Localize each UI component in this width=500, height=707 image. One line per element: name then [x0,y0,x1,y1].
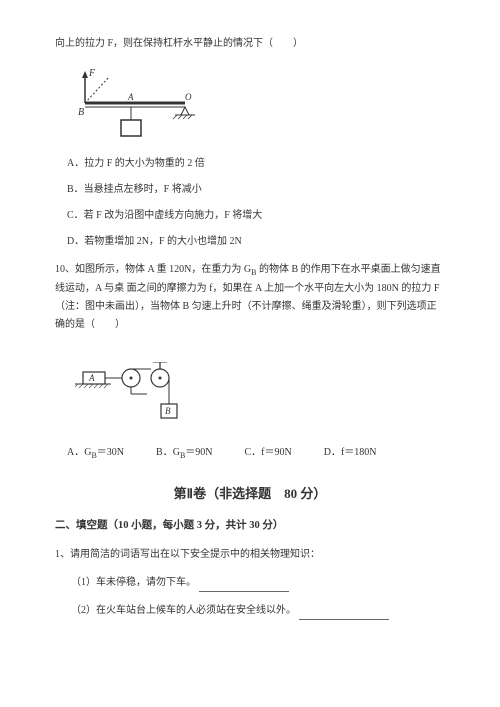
fill-q1-b: （2）在火车站台上候车的人必须站在安全线以外。 [71,602,445,620]
fill-q1-a-blank[interactable] [199,580,289,592]
fill-q1-a: （1）车未停稳，请勿下车。 [71,574,445,592]
fill-q1-a-text: （1）车未停稳，请勿下车。 [71,577,196,588]
q9-stem: 向上的拉力 F，则在保持杠杆水平静止的情况下（ ） [55,35,445,53]
part2-title: 第Ⅱ卷（非选择题 80 分） [55,482,445,505]
q9-option-a[interactable]: A．拉力 F 的大小为物重的 2 倍 [67,155,445,173]
svg-text:B: B [165,406,171,416]
q10-a-post: ＝30N [97,447,124,458]
fill-q1-stem: 1、请用简洁的词语写出在以下安全提示中的相关物理知识： [55,546,445,564]
lever-diagram-svg: F B A O [75,65,205,143]
q10-option-b[interactable]: B．GB＝90N [156,444,212,463]
q9-figure: F B A O [75,65,445,143]
svg-text:B: B [78,107,84,118]
svg-text:F: F [88,68,96,79]
svg-text:A: A [88,373,95,383]
fill-q1-b-text: （2）在火车站台上候车的人必须站在安全线以外。 [71,605,296,616]
q9-option-b[interactable]: B．当悬挂点左移时，F 将减小 [67,181,445,199]
q10-line1a: 10、如图所示，物体 A 重 120N，在重力为 G [55,264,251,275]
q10-b-post: ＝90N [185,447,212,458]
q9-option-c[interactable]: C．若 F 改为沿图中虚线方向施力，F 将增大 [67,207,445,225]
q10-figure: A B [75,362,445,432]
svg-text:A: A [127,92,134,102]
q10-stem: 10、如图所示，物体 A 重 120N，在重力为 GB 的物体 B 的作用下在水… [55,261,445,334]
q10-option-d[interactable]: D．f＝180N [324,444,377,463]
svg-text:O: O [185,92,192,102]
q10-a-pre: A．G [67,447,91,458]
fill-section-title: 二、填空题（10 小题，每小题 3 分，共计 30 分） [55,517,445,536]
q10-option-c[interactable]: C．f＝90N [245,444,292,463]
q10-option-a[interactable]: A．GB＝30N [67,444,124,463]
q10-options-row: A．GB＝30N B．GB＝90N C．f＝90N D．f＝180N [67,444,445,463]
fill-q1-b-blank[interactable] [299,608,389,620]
q10-b-pre: B．G [156,447,180,458]
q9-option-d[interactable]: D．若物重增加 2N，F 的大小也增加 2N [67,233,445,251]
pulley-diagram-svg: A B [75,362,215,432]
